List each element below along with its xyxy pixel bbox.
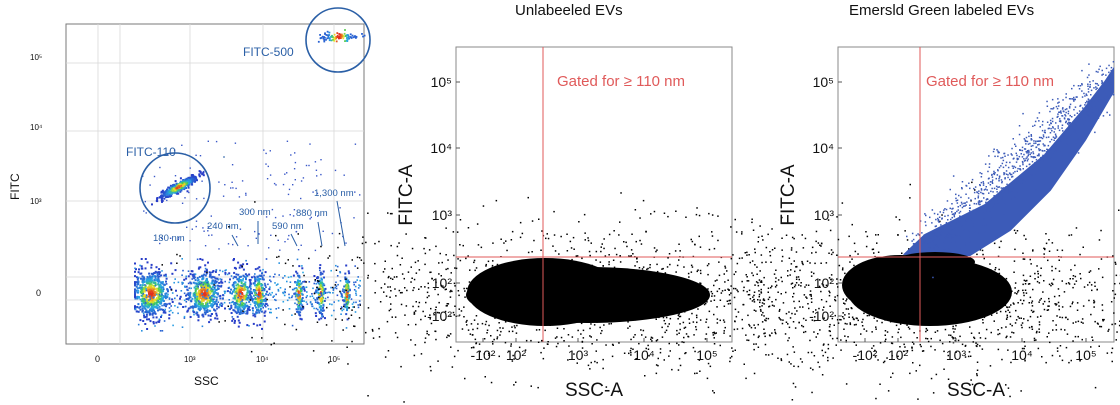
- p1-ann-240: 240 nm: [207, 221, 239, 232]
- p1-ann-880: 880 nm: [296, 208, 328, 219]
- xlabel: SSC-A: [565, 380, 623, 401]
- xtick-2: 10³: [568, 347, 589, 363]
- xtick-1: 10²: [888, 347, 909, 363]
- p1-ytick-2: 10⁴: [30, 123, 43, 132]
- p1-ann-180: 180 nm: [153, 233, 185, 244]
- p3-gate-label: Gated for ≥ 110 nm: [926, 73, 1054, 90]
- ytick-4: 10⁵: [431, 74, 452, 90]
- ytick-1: 10²: [432, 275, 453, 291]
- p1-ann-1300: 1,300 nm: [314, 188, 354, 199]
- xtick-1: 10²: [506, 347, 527, 363]
- xtick-3: 10⁴: [633, 347, 655, 363]
- p1-xlabel: SSC: [194, 374, 219, 388]
- xtick-4: 10⁵: [1075, 347, 1096, 363]
- p1-ann-590: 590 nm: [272, 221, 304, 232]
- panel3-title: Emersld Green labeled EVs: [849, 2, 1035, 19]
- p1-ytick-1: 10³: [30, 197, 42, 206]
- panel3-axes: -10² 10² 10³ 10⁴ 10⁵ -10² 10² 10³ 10⁴ 10⁵ SSC-A FIT…: [778, 74, 1097, 401]
- p1-xtick-0: 0: [95, 354, 100, 364]
- panel2-chart: Gated for ≥ 110 nm -10² 10² 10³ 10⁴ 10⁵ -10² 1…: [161, 46, 1070, 403]
- panel1-frame: [65, 23, 365, 345]
- p1-xtick-2: 10⁴: [256, 355, 269, 364]
- p1-pointer-lines: [223, 156, 346, 247]
- p2-gate-label: Gated for ≥ 110 nm: [557, 73, 685, 90]
- p1-ann-300: 300 nm: [239, 207, 271, 218]
- ytick-3: 10⁴: [430, 140, 452, 156]
- panel3-events: [491, 61, 1120, 401]
- ytick-1: 10²: [814, 275, 835, 291]
- ytick-4: 10⁵: [813, 74, 834, 90]
- p1-xtick-1: 10³: [184, 355, 196, 364]
- xtick-2: 10³: [946, 347, 967, 363]
- panel1-background-events: [142, 140, 361, 252]
- ytick-3: 10⁴: [812, 140, 834, 156]
- ytick-2: 10³: [432, 207, 453, 223]
- p1-ann-fitc500: FITC-500: [243, 45, 294, 59]
- panel1-chart: 0 10³ 10⁴ 10⁵ 0 10³ 10⁴ 10⁵ SSC FITC FIT…: [8, 7, 371, 388]
- panel2-events: [161, 189, 1070, 403]
- panel3-gate: [838, 47, 1114, 342]
- ytick-2: 10³: [814, 207, 835, 223]
- p1-ytick-0: 0: [36, 288, 41, 298]
- p1-ytick-3: 10⁵: [30, 53, 42, 62]
- ylabel: FITC-A: [396, 164, 417, 226]
- panel2-frame: [455, 46, 733, 343]
- p1-circle-fitc110: [139, 152, 211, 224]
- panel2-axes: -10² 10² 10³ 10⁴ 10⁵ -10² 10² 10³ 10⁴ 10⁵ SSC-A FIT…: [396, 74, 718, 401]
- panel1-density-events: [134, 29, 366, 332]
- panel3-chart: Gated for ≥ 110 nm -10² 10² 10³ 10⁴ 10⁵ -10² 1…: [491, 46, 1120, 401]
- ytick-0: -10²: [809, 308, 834, 324]
- panel2-gate: [456, 47, 732, 342]
- p1-circle-fitc500: [305, 7, 371, 73]
- p1-ann-fitc110: FITC-110: [126, 145, 176, 159]
- xtick-0: -10²: [471, 347, 496, 363]
- p1-xtick-3: 10⁵: [328, 355, 340, 364]
- panel2-title: Unlabeeled EVs: [515, 2, 623, 19]
- ylabel: FITC-A: [778, 164, 799, 226]
- ytick-0: -10²: [427, 308, 452, 324]
- xtick-4: 10⁵: [696, 347, 717, 363]
- xtick-0: -10²: [853, 347, 878, 363]
- panel3-frame: [837, 46, 1115, 343]
- p1-ylabel: FITC: [8, 173, 22, 200]
- xlabel: SSC-A: [947, 380, 1005, 401]
- xtick-3: 10⁴: [1011, 347, 1033, 363]
